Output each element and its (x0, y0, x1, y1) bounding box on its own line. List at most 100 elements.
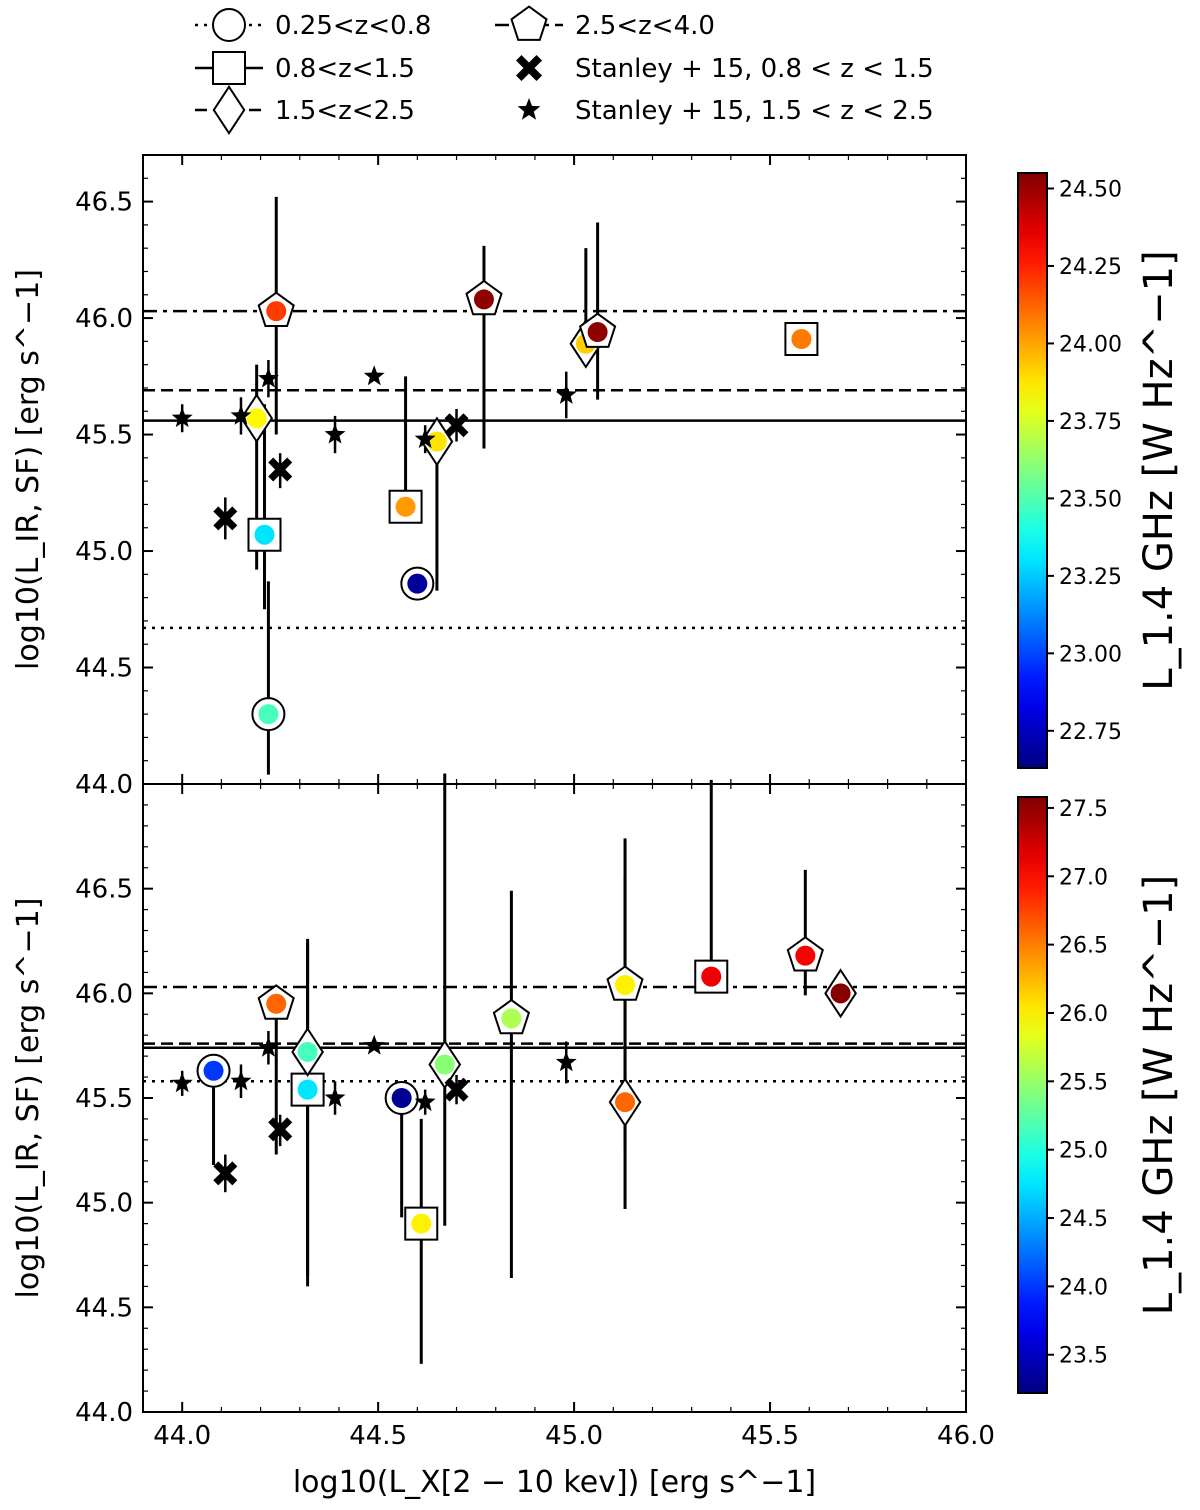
x-tick-label: 45.0 (545, 1421, 603, 1451)
legend-entry: Stanley + 15, 0.8 < z < 1.5 (516, 54, 934, 84)
y-tick-label: 46.5 (75, 875, 133, 905)
stanley-star-marker (171, 407, 193, 428)
legend-marker-star (517, 98, 541, 120)
data-point-fill (587, 322, 608, 343)
data-point-fill (501, 1008, 522, 1029)
data-point-fill (407, 573, 428, 594)
x-axis-label: log10(L_X[2 − 10 kev]) [erg s^−1] (293, 1465, 816, 1500)
y-axis-label: log10(L_IR, SF) [erg s^−1] (11, 898, 46, 1299)
stanley-star-marker (363, 365, 385, 386)
stanley-cross-marker (268, 457, 293, 482)
x-tick-label: 44.0 (153, 1421, 211, 1451)
data-point-fill (203, 1060, 224, 1081)
y-tick-label: 44.5 (75, 1293, 133, 1323)
data-point-fill (615, 1092, 636, 1113)
stanley-cross-marker (213, 506, 238, 531)
stanley-star-marker (414, 1091, 436, 1112)
colorbar-tick-label: 24.5 (1059, 1207, 1108, 1232)
y-tick-label: 44.5 (75, 654, 133, 684)
colorbar-tick-label: 23.75 (1059, 410, 1122, 435)
data-point-fill (426, 431, 447, 452)
stanley-star-marker (257, 367, 279, 388)
legend-marker-diamond (212, 84, 246, 136)
shared-x-axis: 44.0 44.5 45.0 45.5 46.0 log10(L_X[2 − 10 kev… (153, 1421, 995, 1500)
y-axis-label: log10(L_IR, SF) [erg s^−1] (11, 269, 46, 670)
stanley-star-marker (171, 1072, 193, 1093)
legend-entry: 2.5<z<4.0 (495, 5, 715, 41)
data-point-fill (246, 408, 267, 429)
bottom-panel: 44.0 44.5 45.0 45.5 46.0 46.5 log10(L_IR, SF) … (11, 773, 967, 1428)
legend-label: 0.25<z<0.8 (275, 11, 431, 41)
colorbar-tick-label: 23.5 (1059, 1344, 1108, 1369)
data-point-fill (391, 1088, 412, 1108)
stanley-star-marker (555, 1051, 577, 1072)
x-tick-label: 46.0 (937, 1421, 995, 1451)
legend-marker-circle (212, 8, 246, 42)
stanley-star-marker (230, 404, 252, 425)
data-point-fill (434, 1054, 455, 1075)
colorbars: 22.75 23.00 23.25 23.50 23.75 24.00 24.25 24.50… (1017, 172, 1182, 1394)
y-tick-label: 44.0 (75, 770, 133, 800)
data-point-fill (615, 974, 636, 995)
y-tick-label: 45.5 (75, 421, 133, 451)
legend-entry: Stanley + 15, 1.5 < z < 2.5 (517, 96, 934, 126)
stanley-star-marker (324, 1087, 346, 1107)
legend-label: 0.8<z<1.5 (275, 54, 415, 84)
colorbar-tick-label: 25.5 (1059, 1070, 1108, 1095)
plot-frame (142, 154, 967, 785)
stanley-star-marker (414, 428, 436, 449)
colorbar-tick-label: 27.5 (1059, 797, 1108, 822)
y-tick-label: 45.0 (75, 1189, 133, 1219)
data-point-fill (297, 1041, 318, 1062)
legend-marker-pentagon (510, 5, 548, 41)
colorbar-label: L_1.4 GHz [W Hz^−1] (1136, 250, 1182, 690)
legend-label: Stanley + 15, 0.8 < z < 1.5 (575, 54, 934, 84)
y-tick-label: 45.0 (75, 537, 133, 567)
colorbar-tick-label: 24.25 (1059, 255, 1122, 280)
colorbar-tick-label: 25.0 (1059, 1139, 1108, 1164)
legend-marker-cross (516, 55, 542, 81)
data-point-fill (258, 704, 279, 725)
colorbar-tick-label: 24.0 (1059, 1275, 1108, 1300)
y-tick-label: 44.0 (75, 1398, 133, 1428)
stanley-star-marker (230, 1070, 252, 1091)
colorbar-tick-label: 26.5 (1059, 934, 1108, 959)
stanley-star-marker (363, 1034, 385, 1055)
colorbar (1017, 796, 1048, 1394)
data-point-fill (395, 496, 416, 517)
plot-frame (142, 783, 967, 1413)
x-tick-label: 44.5 (349, 1421, 407, 1451)
colorbar-tick-label: 23.00 (1059, 642, 1122, 667)
data-point-fill (795, 945, 816, 966)
stanley-star-marker (257, 1036, 279, 1057)
legend-label: 1.5<z<2.5 (275, 96, 415, 126)
colorbar (1017, 172, 1048, 769)
colorbar-label: L_1.4 GHz [W Hz^−1] (1136, 875, 1182, 1315)
legend-label: 2.5<z<4.0 (575, 11, 715, 41)
y-tick-label: 46.0 (75, 304, 133, 334)
legend-entry: 0.25<z<0.8 (195, 8, 431, 42)
colorbar-tick-label: 22.75 (1059, 720, 1122, 745)
colorbar-tick-label: 26.0 (1059, 1002, 1108, 1027)
stanley-cross-marker (444, 1077, 469, 1102)
data-point-fill (297, 1079, 318, 1100)
colorbar-tick-label: 24.50 (1059, 177, 1122, 202)
stanley-cross-marker (444, 413, 469, 438)
data-point-fill (701, 966, 722, 987)
stanley-star-marker (555, 384, 577, 404)
x-tick-label: 45.5 (741, 1421, 799, 1451)
top-panel: 44.0 44.5 45.0 45.5 46.0 46.5 log10(L_IR, SF) … (11, 154, 967, 800)
data-point-fill (830, 983, 851, 1004)
legend-entry: 1.5<z<2.5 (195, 84, 415, 136)
data-point-fill (411, 1213, 432, 1234)
stanley-cross-marker (268, 1117, 293, 1142)
legend-label: Stanley + 15, 1.5 < z < 2.5 (575, 96, 934, 126)
y-tick-label: 46.0 (75, 979, 133, 1009)
y-tick-label: 46.5 (75, 188, 133, 218)
colorbar-tick-label: 23.50 (1059, 487, 1122, 512)
data-point-fill (254, 524, 275, 545)
stanley-cross-marker (213, 1161, 238, 1186)
legend-marker-square (212, 51, 246, 85)
legend: 0.25<z<0.8 2.5<z<4.0 0.8<z<1.5 Stanley + 15… (195, 5, 934, 136)
